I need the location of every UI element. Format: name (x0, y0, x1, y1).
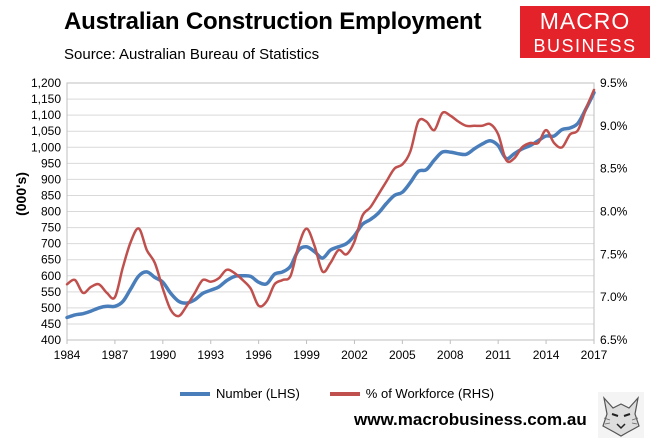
wolf-emblem-icon (598, 392, 644, 438)
left-tick-label: 1,000 (31, 140, 61, 154)
x-tick-label: 1984 (54, 348, 81, 362)
x-tick-label: 2011 (485, 348, 511, 362)
x-tick-label: 2005 (389, 348, 416, 362)
left-tick-label: 650 (41, 253, 61, 267)
left-tick-label: 400 (41, 333, 61, 347)
right-tick-label: 8.0% (600, 205, 628, 219)
series-line-number (65, 90, 596, 320)
x-tick-label: 2002 (341, 348, 368, 362)
right-tick-label: 7.5% (600, 247, 628, 261)
right-tick-label: 9.5% (600, 76, 628, 90)
series-line-percent (65, 88, 596, 318)
chart-title: Australian Construction Employment (64, 8, 482, 35)
legend-label-percent: % of Workforce (RHS) (365, 386, 495, 401)
website-url[interactable]: www.macrobusiness.com.au (354, 410, 587, 429)
right-tick-label: 6.5% (600, 333, 628, 347)
chart-source: Source: Australian Bureau of Statistics (64, 46, 320, 63)
x-tick-label: 2014 (533, 348, 560, 362)
right-axis-ticks: 6.5% 7.0% 7.5% 8.0% 8.5% 9.0% 9.5% (600, 76, 628, 347)
left-tick-label: 700 (41, 237, 61, 251)
right-tick-label: 8.5% (600, 162, 628, 176)
left-tick-label: 1,200 (31, 76, 61, 90)
left-tick-label: 1,050 (31, 124, 61, 138)
left-axis-ticks: 400 450 500 550 600 650 700 750 800 850 900 950 1,00… (31, 76, 61, 347)
macrobusiness-logo[interactable]: MACRO BUSINESS (520, 6, 650, 58)
legend-label-number: Number (LHS) (216, 386, 300, 401)
right-tick-label: 7.0% (600, 290, 628, 304)
left-tick-label: 550 (41, 285, 61, 299)
left-tick-label: 1,100 (31, 108, 61, 122)
x-tick-label: 1987 (102, 348, 129, 362)
legend-swatch-number (180, 391, 210, 396)
plot-area (66, 82, 595, 341)
x-tick-label: 1996 (245, 348, 272, 362)
logo-line-1: MACRO (539, 8, 631, 34)
x-tick-label: 2017 (581, 348, 608, 362)
left-tick-label: 1,150 (31, 92, 61, 106)
x-axis-ticks: 1984 1987 1990 1993 1996 1999 2002 2005 2008 2011… (54, 340, 608, 362)
left-tick-label: 450 (41, 317, 61, 331)
x-tick-label: 2008 (437, 348, 464, 362)
left-tick-label: 750 (41, 221, 61, 235)
x-tick-label: 1999 (293, 348, 320, 362)
left-tick-label: 600 (41, 269, 61, 283)
logo-line-2: BUSINESS (533, 36, 637, 56)
legend-swatch-percent (329, 391, 360, 396)
left-tick-label: 900 (41, 172, 61, 186)
series-lines (65, 88, 596, 320)
left-tick-label: 850 (41, 188, 61, 202)
plot-border (66, 82, 595, 341)
legend-item-percent: % of Workforce (RHS) (329, 386, 495, 401)
right-tick-label: 9.0% (600, 119, 628, 133)
left-tick-label: 950 (41, 156, 61, 170)
x-tick-label: 1990 (149, 348, 176, 362)
x-tick-label: 1993 (197, 348, 224, 362)
chart-legend: Number (LHS) % of Workforce (RHS) (180, 386, 524, 401)
left-tick-label: 800 (41, 205, 61, 219)
left-tick-label: 500 (41, 301, 61, 315)
legend-item-number: Number (LHS) (180, 386, 300, 401)
chart-grid (67, 98, 594, 325)
